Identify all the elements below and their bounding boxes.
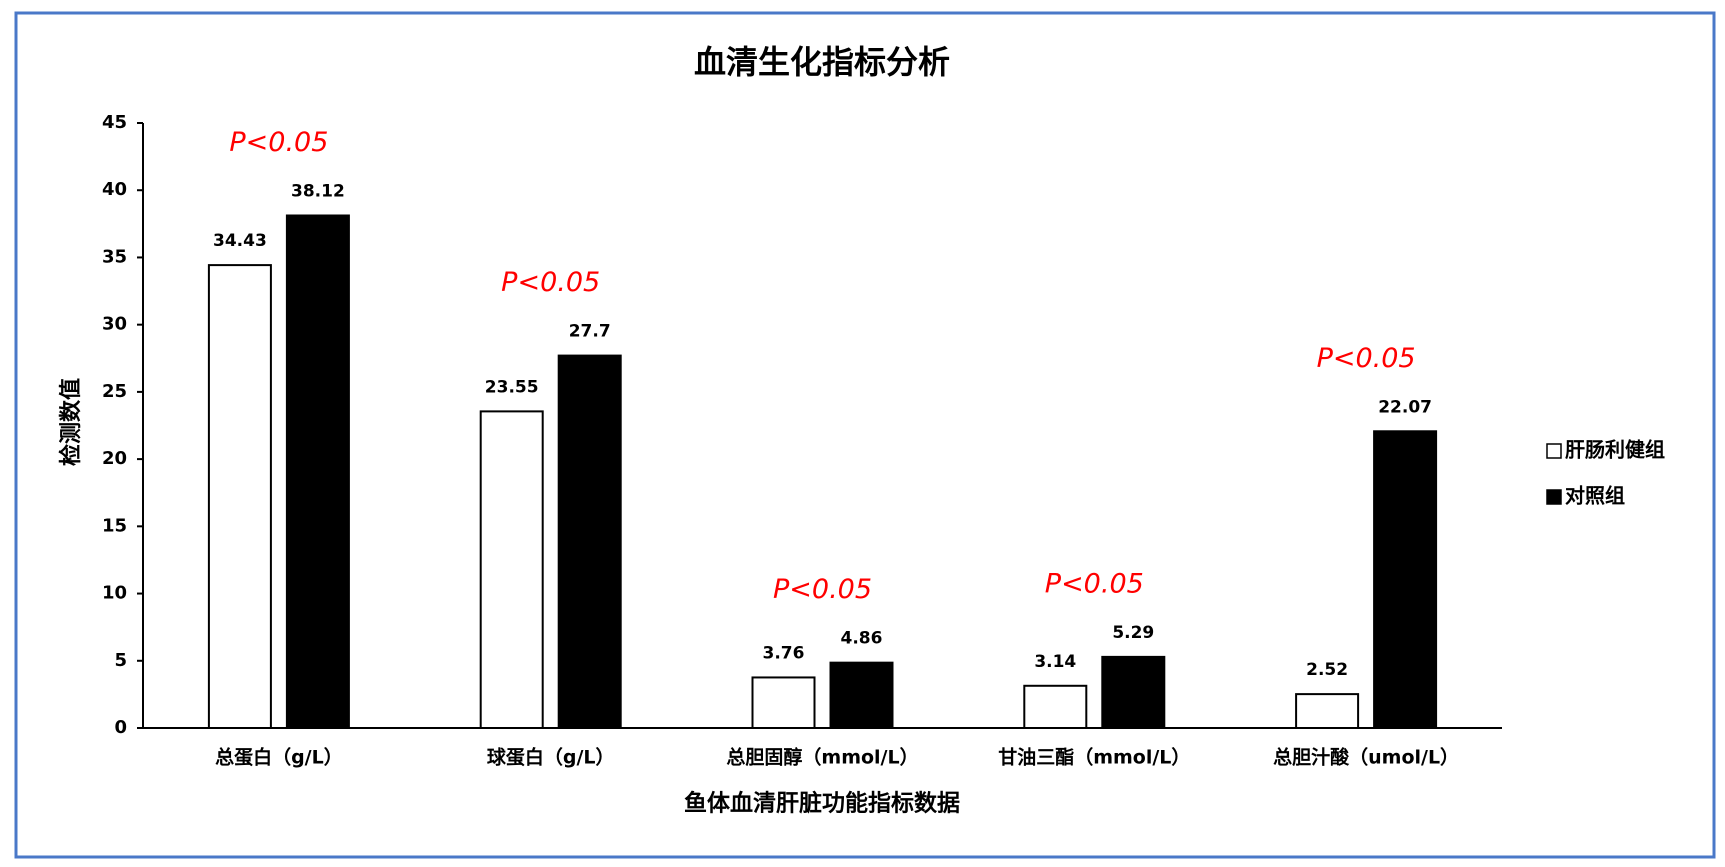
annotation: P<0.05 — [229, 127, 328, 158]
x-tick-label: 甘油三酯（mmol/L） — [998, 746, 1190, 769]
legend-label: 对照组 — [1565, 484, 1625, 508]
y-tick-label: 30 — [102, 314, 127, 335]
y-tick-label: 25 — [102, 381, 127, 402]
x-tick-label: 总蛋白（g/L） — [215, 746, 343, 769]
x-tick-label: 总胆固醇（mmol/L） — [726, 746, 918, 769]
value-label: 2.52 — [1306, 660, 1348, 680]
legend-swatch — [1546, 443, 1562, 459]
legend-swatch — [1546, 489, 1562, 505]
value-label: 4.86 — [841, 629, 883, 649]
bar — [751, 676, 816, 730]
y-axis-label: 检测数值 — [58, 378, 84, 466]
bar — [479, 410, 544, 729]
x-axis-label: 鱼体血清肝脏功能指标数据 — [684, 790, 960, 817]
y-tick-label: 5 — [114, 650, 127, 671]
bar — [207, 264, 272, 729]
value-label: 5.29 — [1112, 623, 1154, 643]
chart-title: 血清生化指标分析 — [694, 43, 950, 81]
value-label: 3.14 — [1034, 652, 1076, 672]
bar — [285, 214, 350, 729]
annotation: P<0.05 — [1045, 568, 1144, 599]
bar — [1101, 655, 1166, 730]
y-tick-label: 0 — [114, 717, 127, 738]
bar — [557, 354, 622, 729]
value-label: 34.43 — [213, 231, 267, 251]
value-label: 22.07 — [1378, 397, 1432, 417]
bar — [1023, 684, 1088, 729]
y-tick-label: 20 — [102, 448, 127, 469]
legend-label: 肝肠利健组 — [1565, 438, 1665, 462]
x-tick-label: 总胆汁酸（umol/L） — [1273, 746, 1459, 769]
annotation: P<0.05 — [1317, 343, 1416, 374]
y-tick-label: 35 — [102, 246, 127, 267]
value-label: 38.12 — [291, 181, 345, 201]
bar — [1373, 430, 1438, 729]
bar — [1295, 693, 1360, 729]
annotation: P<0.05 — [773, 574, 872, 605]
value-label: 23.55 — [485, 377, 539, 397]
bar — [829, 661, 894, 729]
value-label: 27.7 — [569, 322, 611, 342]
y-tick-label: 40 — [102, 179, 127, 200]
y-tick-label: 45 — [102, 112, 127, 133]
y-tick-label: 10 — [102, 583, 127, 604]
value-label: 3.76 — [763, 643, 805, 663]
x-tick-label: 球蛋白（g/L） — [487, 746, 615, 769]
y-tick-label: 15 — [102, 515, 127, 536]
annotation: P<0.05 — [501, 267, 600, 298]
